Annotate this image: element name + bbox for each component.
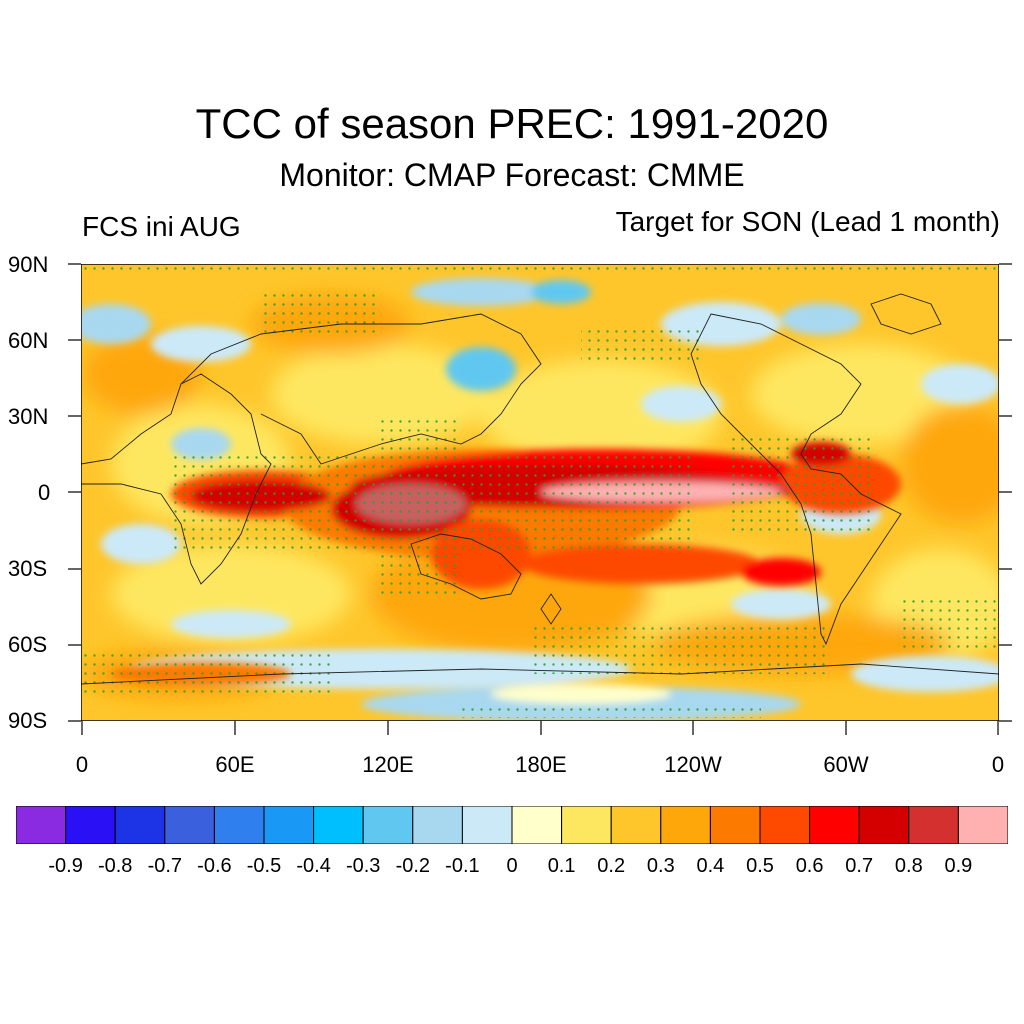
colorbar-swatch xyxy=(213,806,265,844)
colorbar-swatch xyxy=(263,806,315,844)
colorbar-label: 0.7 xyxy=(845,855,874,877)
lat-tick-label: 30N xyxy=(8,404,49,429)
lon-tick-label: 120E xyxy=(362,752,414,777)
chart-title: TCC of season PREC: 1991-2020 xyxy=(195,100,829,147)
colorbar-label: -0.6 xyxy=(197,855,232,877)
lat-tick-label: 0 xyxy=(38,480,51,505)
colorbar-swatch xyxy=(412,806,463,844)
init-label: FCS ini AUG xyxy=(82,211,241,242)
colorbar-swatch xyxy=(16,806,67,844)
colorbar-label: -0.5 xyxy=(246,855,282,877)
colorbar-swatch xyxy=(362,806,414,844)
colorbar-label: -0.8 xyxy=(97,855,133,877)
colorbar-label: 0.6 xyxy=(795,855,824,877)
colorbar-label: 0.1 xyxy=(547,855,576,877)
colorbar-swatch xyxy=(461,806,513,844)
colorbar-swatch xyxy=(957,806,1008,844)
colorbar-swatch xyxy=(511,806,563,844)
lon-tick-label: 60E xyxy=(215,752,255,777)
lat-tick-label: 60N xyxy=(8,328,49,353)
lon-tick-label: 0 xyxy=(991,752,1005,777)
colorbar-swatch xyxy=(561,806,612,844)
colorbar-label: 0.3 xyxy=(646,855,675,877)
coastlines xyxy=(81,293,999,685)
colorbar-swatch xyxy=(709,806,761,844)
target-label: Target for SON (Lead 1 month) xyxy=(615,206,1000,237)
lon-tick-label: 0 xyxy=(75,752,89,777)
colorbar-label: 0.2 xyxy=(597,855,626,877)
colorbar-swatch xyxy=(759,806,811,844)
lon-tick-label: 120W xyxy=(664,752,722,777)
colorbar-swatch xyxy=(313,806,364,844)
colorbar-label: -0.4 xyxy=(296,855,331,877)
colorbar-swatch xyxy=(164,806,215,844)
colorbar-swatch xyxy=(114,806,166,844)
colorbar-label: 0.5 xyxy=(746,855,774,877)
lon-tick-label: 180E xyxy=(515,752,567,777)
lon-tick-label: 60W xyxy=(823,752,869,777)
colorbar-swatch xyxy=(858,806,910,844)
colorbar-label: -0.9 xyxy=(48,855,83,877)
colorbar-label: 0.9 xyxy=(944,855,973,877)
lat-tick-label: 60S xyxy=(8,632,48,657)
colorbar-label: 0 xyxy=(506,855,518,877)
lat-tick-label: 30S xyxy=(8,556,48,581)
colorbar-label: 0.8 xyxy=(894,855,923,877)
colorbar-label: -0.2 xyxy=(395,855,431,877)
colorbar xyxy=(16,806,1008,844)
lat-tick-label: 90N xyxy=(8,252,49,277)
colorbar-swatch xyxy=(65,806,116,844)
colorbar-label: -0.7 xyxy=(147,855,183,877)
colorbar-label: -0.1 xyxy=(445,855,480,877)
colorbar-swatch xyxy=(908,806,959,844)
colorbar-swatch xyxy=(610,806,662,844)
colorbar-swatch xyxy=(809,806,860,844)
chart-subtitle: Monitor: CMAP Forecast: CMME xyxy=(279,157,745,193)
tcc-map xyxy=(81,264,999,721)
colorbar-swatch xyxy=(660,806,711,844)
colorbar-label: -0.3 xyxy=(345,855,381,877)
lat-tick-label: 90S xyxy=(8,708,48,733)
colorbar-label: 0.4 xyxy=(696,855,725,877)
